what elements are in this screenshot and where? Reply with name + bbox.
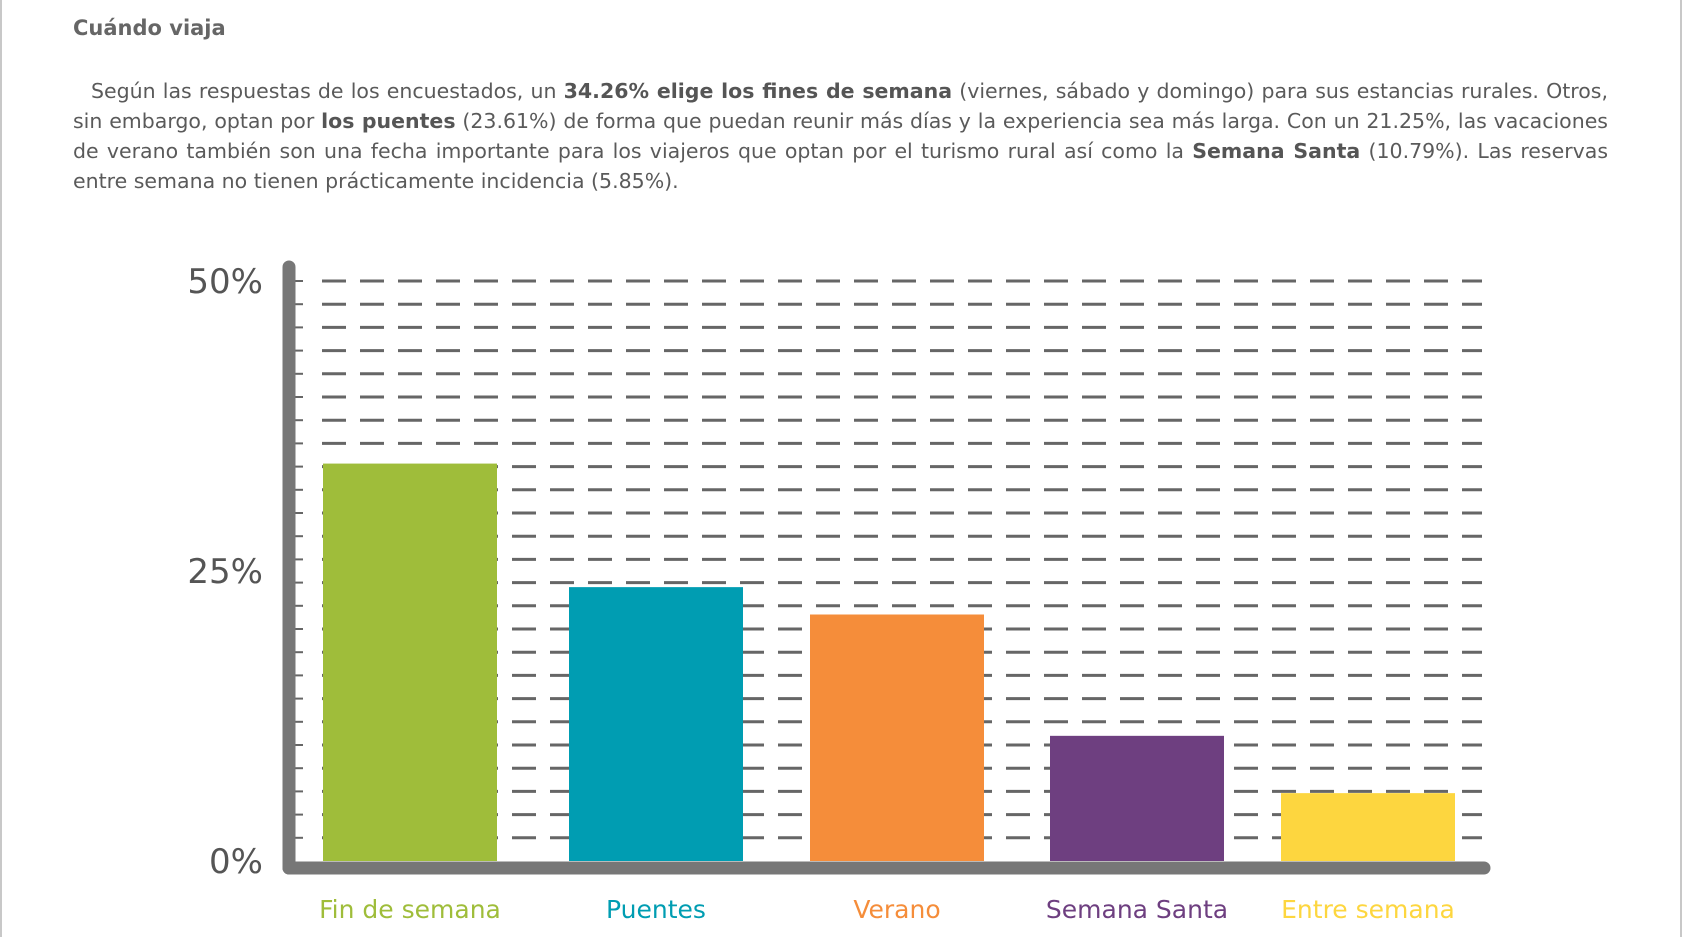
category-label: Semana Santa	[1046, 895, 1228, 924]
paragraph-text-4: (10.79%). Las reservas entre semana no t…	[73, 139, 1609, 193]
y-tick-label: 50%	[187, 262, 263, 302]
bar-fin-de-semana	[323, 463, 497, 861]
chart-grid	[293, 279, 1482, 840]
bar-verano	[810, 614, 984, 861]
paragraph-text-1: Según las respuestas de los encuestados,…	[91, 79, 564, 103]
intro-paragraph: Según las respuestas de los encuestados,…	[73, 76, 1608, 196]
paragraph-bold-3: Semana Santa	[1192, 139, 1361, 163]
page-frame-right	[1680, 0, 1682, 937]
y-tick-label: 0%	[209, 842, 263, 882]
chart-bars	[323, 463, 1455, 861]
chart-labels: 0% 25% 50% Fin de semana Puentes Verano Semana…	[187, 262, 1454, 924]
paragraph-text-2: (viernes, sábado y domingo) para sus est…	[73, 79, 1608, 133]
bar-semana-santa	[1050, 735, 1224, 861]
chart-axes	[282, 260, 1491, 875]
paragraph-bold-1: 34.26% elige los fines de semana	[563, 79, 953, 103]
section-heading: Cuándo viaja	[73, 16, 226, 40]
bar-puentes	[569, 587, 743, 861]
category-label: Puentes	[606, 895, 706, 924]
bar-entre-semana	[1281, 793, 1455, 861]
category-label: Verano	[853, 895, 940, 924]
y-tick-label: 25%	[187, 552, 263, 592]
category-label: Fin de semana	[319, 895, 501, 924]
paragraph-text-3: (23.61%) de forma que puedan reunir más …	[73, 109, 1608, 163]
category-label: Entre semana	[1281, 895, 1455, 924]
page-frame-left	[0, 0, 2, 937]
paragraph-bold-2: los puentes	[321, 109, 456, 133]
